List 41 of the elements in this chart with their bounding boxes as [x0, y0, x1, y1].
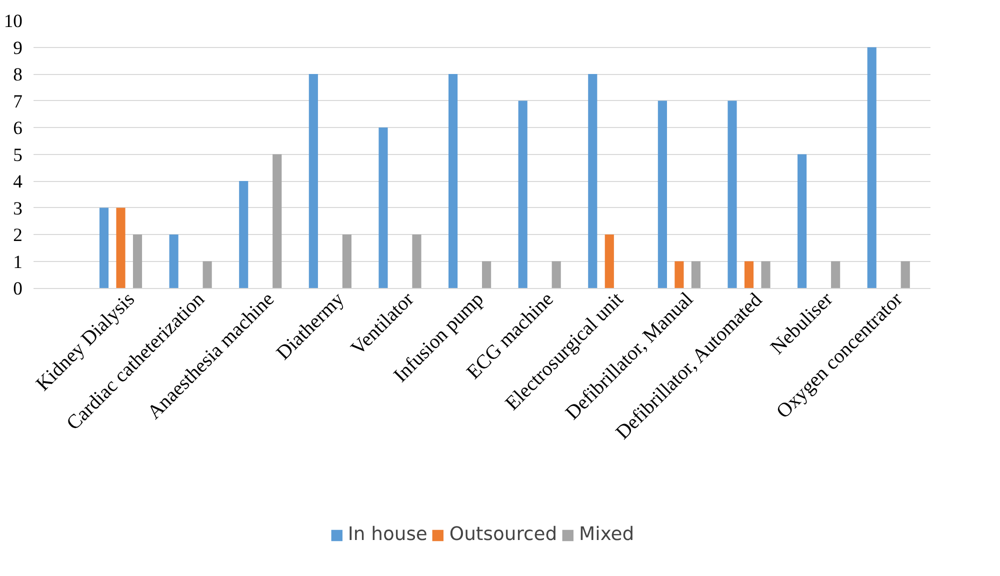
y-tick-label: 5 [13, 144, 22, 166]
y-tick-label: 4 [13, 172, 24, 192]
bar [342, 234, 352, 288]
y-tick-label: 2 [13, 225, 22, 246]
bar [132, 234, 142, 288]
y-tick-label: 8 [13, 64, 22, 86]
bar [674, 261, 684, 288]
legend-label: Outsourced [449, 524, 558, 545]
bar [604, 234, 614, 288]
bar [552, 261, 561, 288]
bar [744, 261, 754, 288]
bar [448, 74, 458, 288]
bar [798, 154, 807, 288]
bar [412, 234, 422, 288]
y-tick-label: 9 [13, 38, 22, 59]
bar [900, 261, 910, 288]
y-tick-label: 3 [13, 198, 22, 220]
legend-label: Mixed [579, 524, 634, 545]
bar [482, 261, 492, 288]
bar [202, 261, 212, 288]
y-tick-label: 7 [13, 91, 22, 112]
bar [658, 100, 667, 288]
y-tick-label: 1 [13, 252, 22, 273]
bar [867, 47, 876, 288]
bar [116, 208, 126, 288]
bar [691, 261, 700, 288]
bar [831, 261, 840, 288]
bar [588, 74, 598, 288]
bar [728, 100, 737, 288]
y-tick-label: 0 [13, 278, 22, 300]
y-tick-label: 10 [4, 11, 22, 32]
bar [239, 181, 248, 288]
bar [169, 234, 178, 288]
bar [308, 74, 318, 288]
y-tick-label: 6 [13, 118, 22, 139]
bar [761, 261, 770, 288]
bar [378, 128, 388, 288]
bar [272, 154, 282, 288]
bar [518, 100, 528, 288]
bar [99, 208, 109, 288]
legend-label: In house [348, 524, 428, 545]
